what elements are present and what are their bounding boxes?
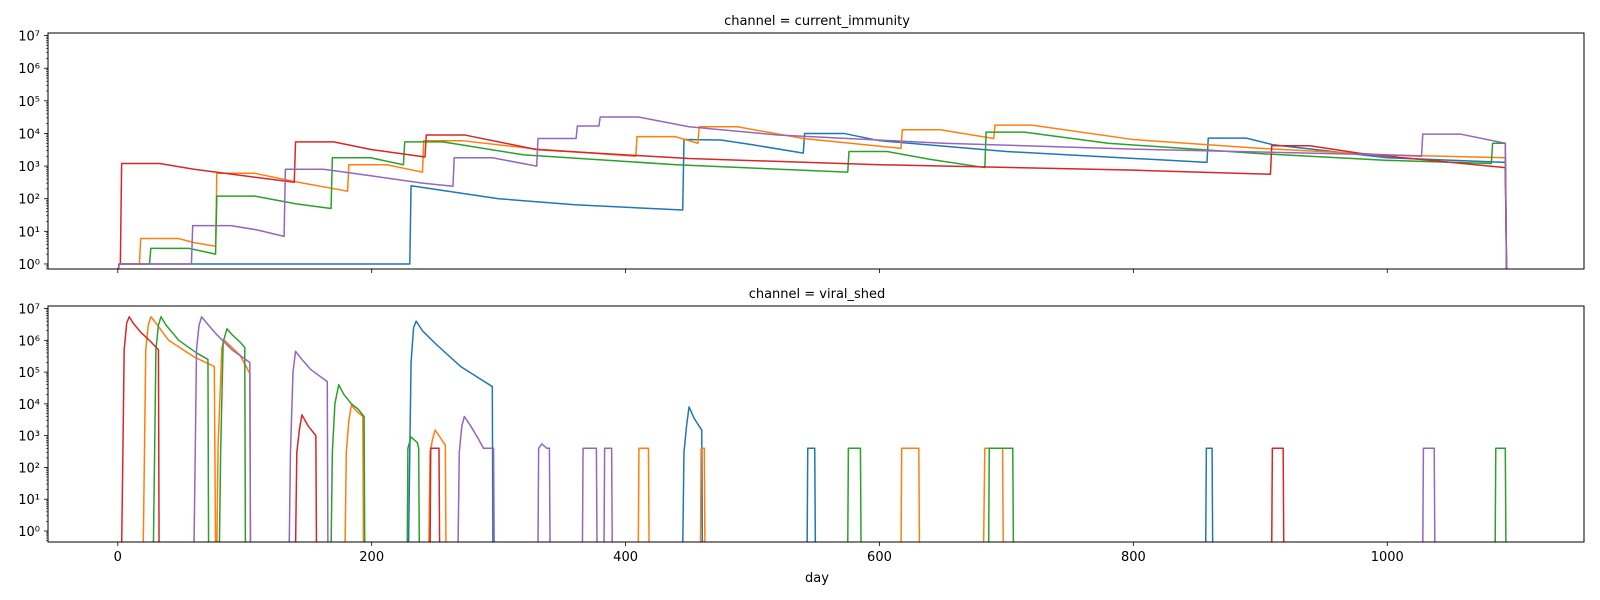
panel-viral-shed: channel = viral_shed 10⁰10¹10²10³10⁴10⁵1… xyxy=(18,287,1585,565)
series-line-purple xyxy=(193,316,1436,542)
x-tick-label: 1000 xyxy=(1371,550,1404,565)
x-axis-label: day xyxy=(805,571,829,586)
series-group-current-immunity xyxy=(117,116,1508,269)
x-tick-label: 0 xyxy=(114,550,122,565)
series-line-blue xyxy=(117,132,1508,269)
y-tick-label: 10¹ xyxy=(18,493,40,508)
y-tick-label: 10⁶ xyxy=(18,334,40,349)
series-line-green xyxy=(117,131,1508,269)
panel-title-current-immunity: channel = current_immunity xyxy=(724,14,910,29)
y-tick-label: 10³ xyxy=(18,430,40,445)
y-tick-label: 10⁵ xyxy=(18,95,40,110)
y-tick-label: 10⁷ xyxy=(18,303,40,318)
series-line-orange xyxy=(117,124,1508,269)
y-axis-viral-shed: 10⁰ 10¹ 10² 10³ 10⁴ 10⁵ 10⁶ 10⁷ 0 200 400 600 800 100… xyxy=(18,303,1404,565)
series-line-green xyxy=(152,316,1507,542)
y-tick-label: 10⁵ xyxy=(18,366,40,381)
panel-title-viral-shed: channel = viral_shed xyxy=(749,287,886,302)
y-tick-label: 10⁷ xyxy=(18,30,40,45)
y-tick-label: 10² xyxy=(18,461,40,476)
y-tick-label: 10³ xyxy=(18,160,40,175)
series-group-viral-shed xyxy=(120,316,1507,542)
y-tick-label: 10¹ xyxy=(18,225,40,240)
y-tick-label: 10⁰ xyxy=(18,258,40,273)
series-line-red xyxy=(120,316,1285,542)
series-line-blue xyxy=(407,320,1214,542)
panel-current-immunity: channel = current_immunity 10⁰10¹10²10³1… xyxy=(18,14,1585,273)
y-tick-label: 10⁰ xyxy=(18,525,40,540)
series-line-red xyxy=(117,134,1508,269)
y-tick-label: 10² xyxy=(18,193,40,208)
x-tick-label: 400 xyxy=(613,550,638,565)
y-axis-current-immunity: 10⁰ 10¹ 10² 10³ 10⁴ 10⁵ 10⁶ 10⁷ xyxy=(18,30,1388,273)
x-tick-label: 200 xyxy=(359,550,384,565)
x-tick-label: 800 xyxy=(1121,550,1146,565)
y-tick-label: 10⁶ xyxy=(18,62,40,77)
x-tick-label: 600 xyxy=(867,550,892,565)
axes-frame-viral-shed xyxy=(47,305,1585,543)
axes-frame-current-immunity xyxy=(47,32,1585,270)
y-tick-label: 10⁴ xyxy=(18,398,40,413)
y-tick-label: 10⁴ xyxy=(18,127,40,142)
series-line-purple xyxy=(117,116,1508,269)
series-line-orange xyxy=(142,316,1004,542)
